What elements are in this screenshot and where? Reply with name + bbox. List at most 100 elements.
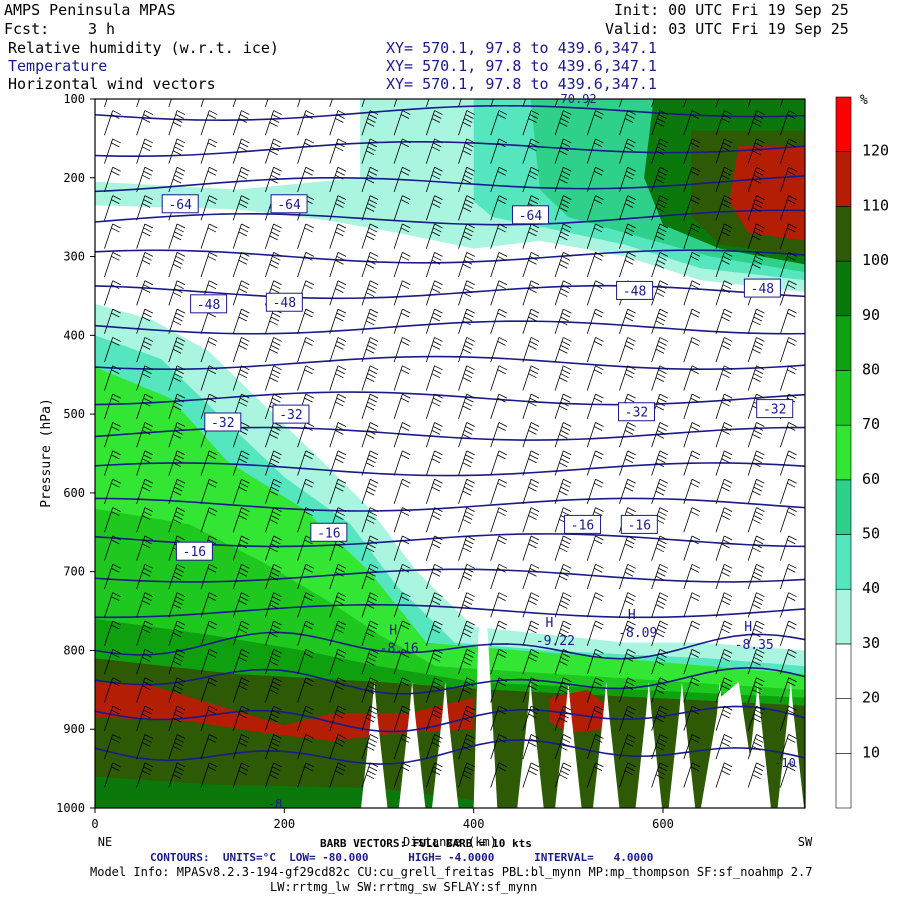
contour-label-box xyxy=(265,292,303,312)
temperature-contour-line xyxy=(95,209,805,226)
wind-barb xyxy=(683,110,701,136)
wind-barb xyxy=(200,478,218,505)
wind-barb xyxy=(265,393,282,419)
temperature-contour-line xyxy=(95,603,805,619)
contour-label: -32 xyxy=(211,416,234,431)
wind-barb xyxy=(780,649,797,675)
wind-barb xyxy=(136,110,154,136)
wind-barb xyxy=(168,280,186,306)
wind-barb xyxy=(683,734,701,760)
wind-barb xyxy=(393,478,411,505)
wind-barb xyxy=(715,677,733,703)
wind-barb xyxy=(683,592,701,618)
wind-barb xyxy=(425,734,443,760)
wind-barb xyxy=(554,195,572,221)
wind-barb xyxy=(683,252,701,278)
wind-barb xyxy=(232,535,250,561)
wind-barb xyxy=(683,677,701,703)
terrain-peak xyxy=(592,681,620,808)
wind-barb xyxy=(232,592,250,618)
wind-barb xyxy=(393,677,411,703)
temperature-contour-line xyxy=(95,355,805,371)
wind-barb xyxy=(136,422,154,448)
wind-barb xyxy=(619,422,636,448)
wind-barb xyxy=(554,620,572,646)
colorbar-label: 10 xyxy=(862,743,880,761)
wind-barb xyxy=(104,450,121,476)
contour-label-box xyxy=(190,294,228,314)
wind-barb xyxy=(715,365,733,391)
wind-barb xyxy=(361,649,379,675)
contour-label-box xyxy=(270,194,308,214)
wind-barb xyxy=(522,450,540,476)
wind-barb xyxy=(747,450,765,476)
wind-barb xyxy=(104,734,121,760)
wind-barb xyxy=(490,677,508,703)
field-name-wind: Horizontal wind vectors xyxy=(8,75,216,93)
wind-barb xyxy=(361,138,379,164)
wind-barb xyxy=(747,677,765,703)
wind-barb xyxy=(297,450,314,476)
wind-barb xyxy=(458,308,475,334)
wind-barb xyxy=(168,422,186,448)
wind-barb xyxy=(200,649,218,675)
colorbar-label: 90 xyxy=(862,306,880,324)
wind-barb xyxy=(232,450,250,476)
wind-barb xyxy=(780,99,784,108)
wind-barb xyxy=(490,705,508,731)
wind-barb xyxy=(683,705,701,731)
colorbar-label: 120 xyxy=(862,142,889,160)
wind-barb xyxy=(651,308,669,334)
wind-barb xyxy=(232,308,250,334)
forecast-label: Fcst: xyxy=(4,20,50,38)
wind-barb xyxy=(136,223,154,249)
wind-barb xyxy=(522,365,540,391)
wind-barb xyxy=(780,592,797,618)
wind-barb xyxy=(683,535,701,561)
wind-barb xyxy=(104,110,121,136)
wind-barb xyxy=(490,138,508,164)
wind-barb xyxy=(104,393,121,419)
contour-label-box xyxy=(175,541,213,561)
wind-barb xyxy=(586,99,591,108)
wind-barb xyxy=(104,252,121,278)
wind-barb xyxy=(329,252,347,278)
wind-barb xyxy=(168,507,186,533)
wind-barb xyxy=(586,280,604,306)
wind-barb xyxy=(554,677,572,703)
wind-barb xyxy=(554,762,572,788)
wind-barb xyxy=(522,563,540,590)
wind-barb xyxy=(554,166,572,193)
wind-barb xyxy=(297,337,314,363)
wind-barb xyxy=(232,365,250,391)
wind-barb xyxy=(425,450,443,476)
wind-barb xyxy=(329,166,347,193)
wind-barb xyxy=(651,478,669,505)
wind-barb xyxy=(361,252,379,278)
wind-barb xyxy=(136,507,154,533)
wind-barb xyxy=(297,592,314,618)
temperature-contour-line xyxy=(95,739,805,765)
wind-barb xyxy=(136,620,154,646)
wind-barb xyxy=(490,223,508,249)
wind-barb xyxy=(297,99,301,108)
wind-barb xyxy=(136,365,154,391)
wind-barb xyxy=(586,734,604,760)
wind-barb xyxy=(586,705,604,731)
wind-barb xyxy=(522,592,540,618)
field-xy-temperature: XY= 570.1, 97.8 to 439.6,347.1 xyxy=(386,57,657,75)
wind-barb xyxy=(651,110,669,136)
wind-barb xyxy=(200,592,218,618)
wind-barb xyxy=(554,337,572,363)
wind-barb xyxy=(168,308,186,334)
wind-barb xyxy=(780,450,797,476)
wind-barb xyxy=(232,620,250,646)
wind-barb xyxy=(168,223,186,249)
wind-barb xyxy=(522,138,540,164)
wind-barb xyxy=(780,677,797,703)
wind-barb xyxy=(651,138,669,164)
wind-barb xyxy=(361,337,379,363)
temperature-contour-line xyxy=(95,320,805,335)
wind-barb xyxy=(458,507,475,533)
wind-barb xyxy=(683,99,687,108)
